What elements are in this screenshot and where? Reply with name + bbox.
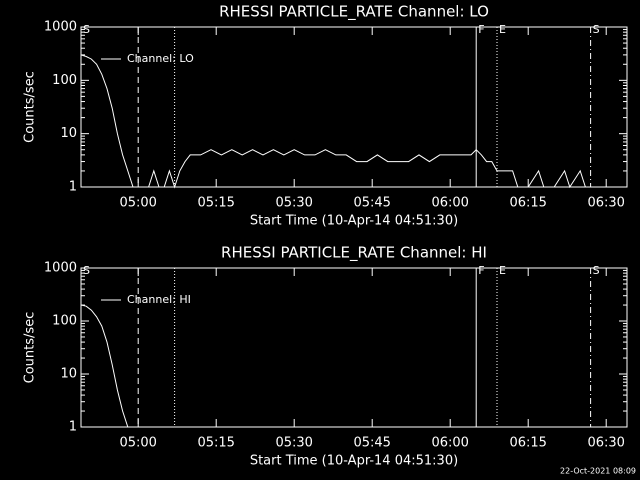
legend-label: Channel: HI (127, 293, 191, 306)
annotation: F (478, 23, 484, 36)
y-tick-label: 100 (52, 314, 77, 329)
y-tick-label: 100 (52, 73, 77, 88)
y-axis-label: Counts/sec (23, 312, 38, 384)
annotation: S (83, 23, 90, 36)
x-tick-label: 05:45 (353, 436, 390, 451)
data-line (80, 54, 596, 189)
y-tick-label: 1000 (44, 20, 77, 35)
y-tick-label: 1 (69, 420, 77, 435)
x-axis-label: Start Time (10-Apr-14 04:51:30) (250, 454, 458, 469)
legend-label: Channel: LO (127, 52, 194, 65)
x-tick-label: 05:30 (275, 196, 312, 211)
y-tick-label: 10 (60, 126, 77, 141)
annotation: E (499, 23, 506, 36)
chart-title: RHESSI PARTICLE_RATE Channel: LO (219, 3, 489, 22)
x-axis-label: Start Time (10-Apr-14 04:51:30) (250, 214, 458, 229)
x-tick-label: 05:15 (197, 436, 234, 451)
annotation: S (593, 23, 600, 36)
x-tick-label: 06:15 (509, 196, 546, 211)
x-tick-label: 06:15 (509, 436, 546, 451)
x-tick-label: 05:30 (275, 436, 312, 451)
x-tick-label: 05:00 (119, 436, 156, 451)
chart-title: RHESSI PARTICLE_RATE Channel: HI (221, 244, 487, 263)
y-tick-label: 1 (69, 180, 77, 195)
x-tick-label: 05:00 (119, 196, 156, 211)
data-line (80, 304, 129, 428)
plot-frame (80, 267, 628, 428)
plot-frame (80, 26, 628, 188)
annotation: F (478, 264, 484, 277)
annotation: S (83, 264, 90, 277)
annotation: S (593, 264, 600, 277)
y-axis-label: Counts/sec (23, 71, 38, 143)
y-tick-label: 1000 (44, 261, 77, 276)
x-tick-label: 06:30 (587, 436, 624, 451)
x-tick-label: 06:00 (431, 196, 468, 211)
x-tick-label: 05:15 (197, 196, 234, 211)
x-tick-label: 06:00 (431, 436, 468, 451)
x-tick-label: 05:45 (353, 196, 390, 211)
y-tick-label: 10 (60, 367, 77, 382)
footer: 22-Oct-2021 08:09 (560, 467, 636, 476)
x-tick-label: 06:30 (587, 196, 624, 211)
annotation: E (499, 264, 506, 277)
